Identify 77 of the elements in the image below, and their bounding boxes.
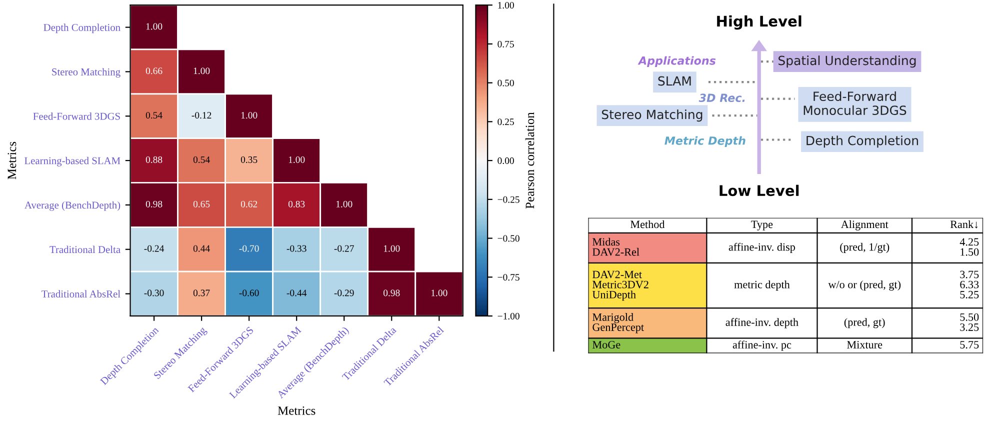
color-bar-label: 0.25 xyxy=(498,118,514,126)
text: DAV2-Met Metric3DV2 UniDepth xyxy=(592,270,648,301)
text: metric depth xyxy=(734,280,790,291)
data-label: 0.98 xyxy=(146,200,162,208)
x-axis-title: Metrics xyxy=(278,406,316,415)
text: Feed-Forward Monocular 3DGS xyxy=(804,91,906,116)
y-axis-title: Metrics xyxy=(8,142,16,180)
color-bar-label: −0.25 xyxy=(498,196,520,203)
text: 3.75 6.33 5.25 xyxy=(960,270,979,298)
color-bar-label: 1.00 xyxy=(498,2,514,9)
text: 5.75 xyxy=(960,341,979,349)
data-label: 1.00 xyxy=(146,23,162,30)
data-label: -0.44 xyxy=(286,290,307,296)
data-label: -0.70 xyxy=(239,245,259,252)
data-label: 0.62 xyxy=(240,200,258,208)
text: (pred, gt) xyxy=(844,318,885,328)
data-label: 1.00 xyxy=(194,68,210,74)
text: Mixture xyxy=(847,341,882,348)
color-bar-title: Pearson correlation xyxy=(525,112,534,209)
text: 4.25 1.50 xyxy=(960,238,979,256)
text: Method xyxy=(630,220,665,228)
data-label: 0.66 xyxy=(146,68,162,74)
y-tick-label: Learning-based SLAM xyxy=(24,156,120,166)
data-label: 0.88 xyxy=(146,156,162,164)
data-label: -0.24 xyxy=(144,245,164,252)
text: MoGe xyxy=(592,341,620,348)
data-label: 1.00 xyxy=(336,200,352,208)
data-label: 0.35 xyxy=(240,156,258,164)
text: Stereo Matching xyxy=(602,110,702,122)
data-label: 0.37 xyxy=(193,290,210,296)
text: Spatial Understanding xyxy=(778,56,916,68)
y-tick-label: Traditional Delta xyxy=(50,246,120,254)
color-bar-label: 0.50 xyxy=(498,80,514,86)
color-bar-label: 0.00 xyxy=(498,157,514,164)
text: (pred, 1/gt) xyxy=(840,242,890,253)
text: High Level xyxy=(717,15,802,30)
data-label: 1.00 xyxy=(241,112,258,119)
color-bar-label: −0.50 xyxy=(498,235,520,242)
data-label: 1.00 xyxy=(431,290,448,296)
text: w/o or (pred, gt) xyxy=(828,280,901,291)
color-bar-label: 0.75 xyxy=(498,40,514,48)
y-tick-label: Depth Completion xyxy=(44,24,120,34)
y-tick-label: Average (BenchDepth) xyxy=(24,201,120,211)
text: affine-inv. pc xyxy=(732,340,792,351)
text: Alignment xyxy=(840,220,888,230)
text: Type xyxy=(751,220,773,230)
data-label: -0.29 xyxy=(334,290,354,296)
color-bar-label: −1.00 xyxy=(498,312,520,320)
data-label: 0.44 xyxy=(193,245,210,252)
data-label: 0.83 xyxy=(288,200,305,208)
data-label: -0.30 xyxy=(144,290,164,296)
text: Depth Completion xyxy=(806,136,918,148)
text: Rank↓ xyxy=(950,220,978,228)
y-tick-label: Traditional AbsRel xyxy=(42,290,120,298)
text: Applications xyxy=(638,56,716,67)
data-label: -0.33 xyxy=(286,245,306,252)
data-label: -0.12 xyxy=(192,112,212,119)
text: affine-inv. disp xyxy=(728,242,796,254)
text: Midas DAV2-Rel xyxy=(592,238,640,256)
text: affine-inv. depth xyxy=(726,318,798,328)
y-tick-label: Stereo Matching xyxy=(52,68,120,78)
data-label: -0.27 xyxy=(334,245,354,252)
data-label: 1.00 xyxy=(288,156,305,164)
color-bar-label: −0.75 xyxy=(498,274,520,281)
text: SLAM xyxy=(658,76,691,86)
y-tick-label: Feed-Forward 3DGS xyxy=(33,112,120,120)
text: Marigold GenPercept xyxy=(592,313,644,334)
text: Low Level xyxy=(720,184,799,196)
text: 5.50 3.25 xyxy=(960,313,979,331)
data-label: 0.54 xyxy=(146,112,162,119)
data-label: 0.98 xyxy=(383,290,400,296)
text: Metric Depth xyxy=(664,136,746,147)
data-label: 1.00 xyxy=(384,245,400,252)
data-label: -0.60 xyxy=(239,290,259,296)
text: 3D Rec. xyxy=(698,94,745,102)
data-label: 0.65 xyxy=(193,200,210,208)
data-label: 0.54 xyxy=(193,156,210,164)
